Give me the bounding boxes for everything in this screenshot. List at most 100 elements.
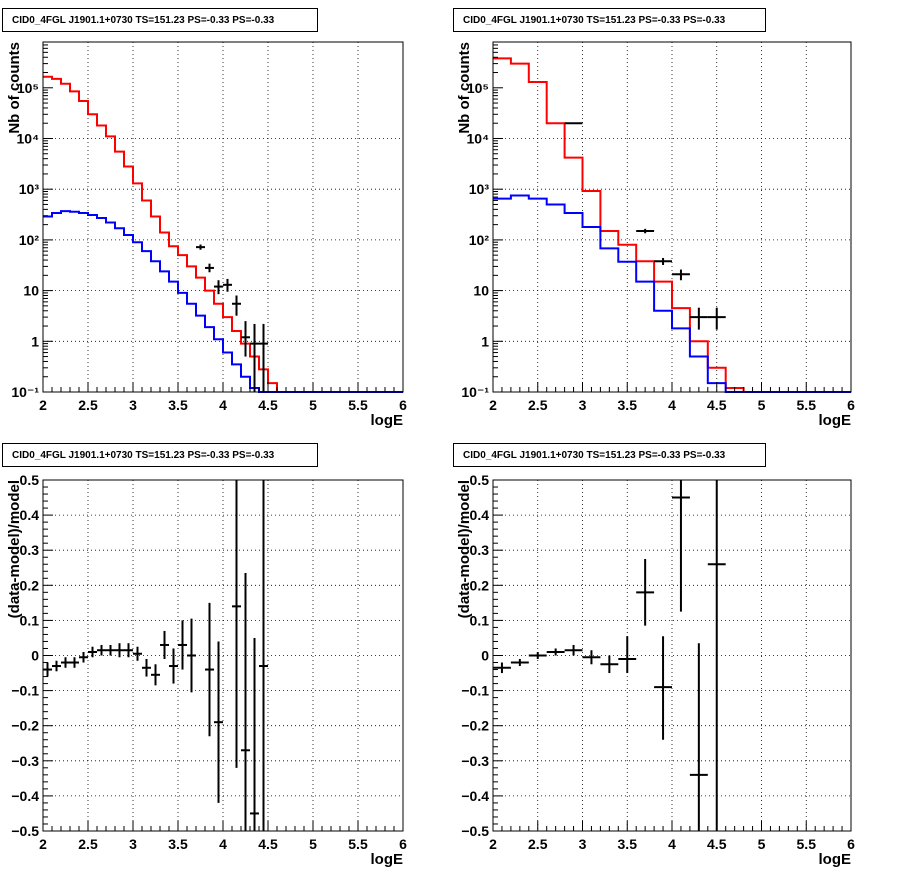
- x-tick-label: 3: [129, 397, 137, 413]
- y-tick-label: 10³: [469, 181, 490, 197]
- data-point: [232, 295, 241, 316]
- y-tick-label: −0.2: [11, 718, 39, 734]
- x-tick-label: 2: [489, 397, 497, 413]
- data-point: [259, 323, 268, 392]
- x-tick-label: 4.5: [258, 836, 278, 852]
- y-axis-title: Nb of counts: [456, 42, 473, 134]
- y-tick-label: −0.1: [461, 683, 489, 699]
- x-axis-title: logE: [819, 851, 852, 868]
- y-tick-label: −0.4: [461, 788, 489, 804]
- y-tick-label: −0.4: [11, 788, 39, 804]
- pad-4: 2 2.5 3 3.5 4 4.5 5 5.5 6 −0.5 −0.4 −0.3 −0.2 −0.1 0 0.…: [456, 472, 855, 868]
- y-tick-label: 10³: [19, 181, 40, 197]
- data-point: [97, 644, 106, 656]
- data-point: [672, 480, 690, 612]
- x-tick-label: 2: [489, 836, 497, 852]
- y-tick-label: 10⁻¹: [11, 384, 39, 400]
- data-point: [106, 644, 115, 656]
- data-point: [151, 664, 160, 686]
- data-point: [133, 646, 142, 661]
- data-point: [250, 637, 259, 831]
- data-point: [88, 646, 97, 658]
- data-point: [205, 602, 214, 737]
- x-tick-label: 3: [579, 836, 587, 852]
- y-tick-label: 10⁴: [17, 130, 40, 146]
- x-tick-label: 3.5: [168, 836, 188, 852]
- histogram-series-1: [493, 57, 851, 393]
- data-point: [564, 644, 583, 656]
- data-point: [52, 660, 61, 672]
- data-point: [689, 643, 708, 831]
- data-point: [205, 263, 214, 273]
- data-point: [250, 323, 259, 392]
- y-tick-label: 0.4: [470, 507, 490, 523]
- y-tick-label: 0.2: [20, 577, 40, 593]
- data-point: [196, 244, 205, 250]
- x-tick-label: 5.5: [797, 836, 817, 852]
- data-point: [672, 269, 690, 281]
- y-tick-label: 0: [481, 648, 489, 664]
- data-point: [241, 321, 250, 357]
- x-tick-label: 2: [39, 397, 47, 413]
- data-point: [582, 650, 601, 665]
- pad4-title: CID0_4FGL J1901.1+0730 TS=151.23 PS=-0.3…: [453, 443, 766, 467]
- y-tick-label: −0.2: [461, 718, 489, 734]
- y-tick-label: −0.5: [461, 823, 489, 839]
- data-point: [169, 648, 178, 684]
- data-point: [223, 278, 232, 292]
- data-point: [528, 651, 547, 660]
- data-point: [214, 641, 223, 803]
- y-tick-label: 0: [31, 648, 39, 664]
- data-point: [79, 651, 88, 663]
- data-point: [636, 228, 655, 234]
- x-axis-title: logE: [371, 412, 404, 429]
- data-point: [510, 659, 529, 667]
- data-point: [493, 662, 511, 674]
- data-point: [124, 643, 133, 658]
- x-tick-label: 3: [129, 836, 137, 852]
- x-tick-label: 4.5: [707, 397, 727, 413]
- data-point: [707, 480, 726, 831]
- data-point: [618, 636, 637, 674]
- x-tick-label: 2.5: [78, 397, 98, 413]
- data-point: [636, 558, 655, 626]
- data-point: [160, 630, 169, 660]
- y-tick-label: 1: [481, 333, 489, 349]
- y-axis-title: Nb of counts: [6, 42, 23, 134]
- pad-2: 2 2.5 3 3.5 4 4.5 5 5.5 6 10⁻¹ 1 10 10² 10³ 10⁴ 10⁵ logE…: [456, 41, 855, 429]
- y-tick-label: 0.3: [20, 542, 40, 558]
- y-tick-label: 0.2: [470, 577, 490, 593]
- x-tick-label: 2: [39, 836, 47, 852]
- data-point: [707, 307, 726, 330]
- y-tick-label: 10²: [19, 232, 40, 248]
- y-tick-label: 0.5: [20, 472, 40, 488]
- x-tick-label: 4: [668, 397, 676, 413]
- data-point: [546, 648, 565, 656]
- data-point: [564, 122, 583, 125]
- y-tick-label: 10⁴: [467, 130, 490, 146]
- x-tick-label: 5.5: [348, 836, 368, 852]
- y-tick-label: 0.3: [470, 542, 490, 558]
- pad1-title: CID0_4FGL J1901.1+0730 TS=151.23 PS=-0.3…: [2, 8, 318, 32]
- data-point: [654, 257, 672, 265]
- x-tick-label: 5: [758, 836, 766, 852]
- y-tick-label: 10⁻¹: [461, 384, 489, 400]
- x-tick-label: 6: [399, 836, 407, 852]
- data-point: [689, 307, 708, 330]
- x-tick-label: 4.5: [707, 836, 727, 852]
- y-tick-label: 10⁵: [17, 80, 39, 96]
- x-tick-label: 4: [219, 836, 227, 852]
- data-point: [70, 657, 79, 668]
- x-tick-label: 6: [847, 397, 855, 413]
- x-tick-label: 3.5: [618, 836, 638, 852]
- y-tick-label: −0.5: [11, 823, 39, 839]
- y-tick-label: 10²: [469, 232, 490, 248]
- y-tick-label: −0.3: [461, 753, 489, 769]
- y-tick-label: 0.4: [20, 507, 40, 523]
- data-point: [241, 573, 250, 831]
- x-tick-label: 5.5: [797, 397, 817, 413]
- data-point: [232, 480, 241, 768]
- x-tick-label: 6: [399, 397, 407, 413]
- x-tick-label: 5: [309, 397, 317, 413]
